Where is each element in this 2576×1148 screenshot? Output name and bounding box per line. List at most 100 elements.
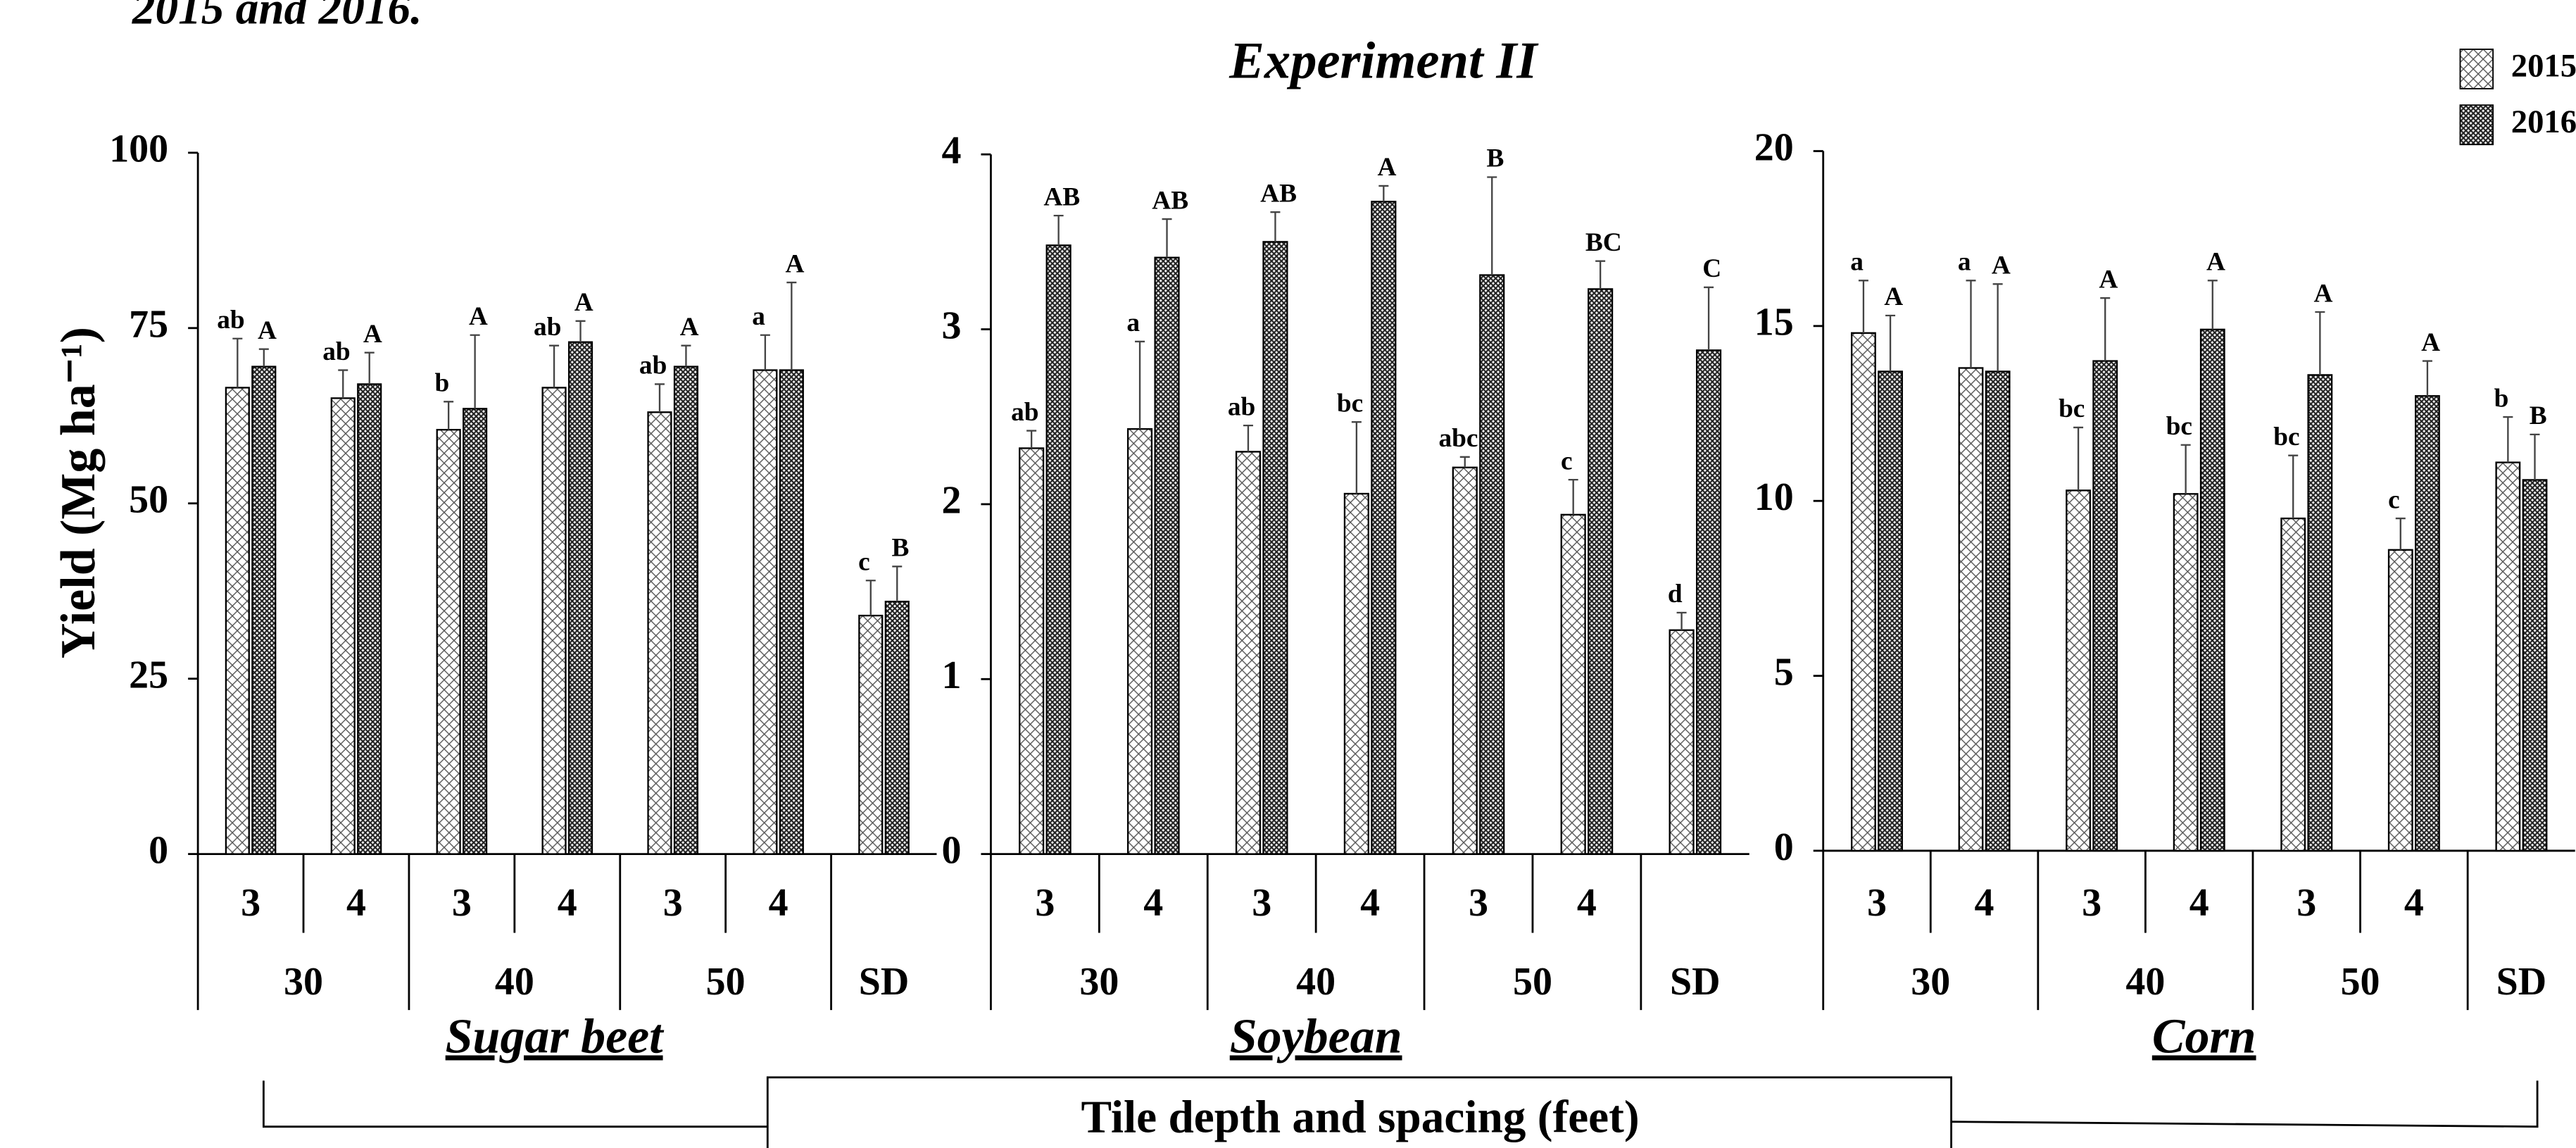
- error-bar: [1351, 421, 1362, 494]
- error-bar: [2395, 517, 2406, 550]
- significance-letter: AB: [1152, 186, 1188, 215]
- group-label: SD: [1670, 960, 1721, 1004]
- error-bar: [2503, 416, 2513, 463]
- significance-letter: b: [434, 369, 449, 398]
- significance-letter: A: [1992, 251, 2011, 280]
- x-tick-label: 4: [2189, 881, 2209, 925]
- bar: 2016: [1479, 274, 1505, 855]
- bar: 2016: [1985, 370, 2011, 852]
- group-label: 30: [1079, 960, 1119, 1004]
- error-bar: [470, 334, 480, 409]
- error-bar: [1676, 611, 1687, 630]
- x-tick-label: 3: [663, 881, 683, 925]
- bar: 2015: [2280, 517, 2306, 852]
- bar: 2015: [753, 369, 778, 855]
- y-tick-label: 10: [1754, 475, 1794, 519]
- group-label: SD: [2496, 960, 2547, 1004]
- significance-letter: b: [2494, 384, 2509, 413]
- error-bar: [364, 351, 375, 385]
- error-bar: [1243, 424, 1253, 452]
- bar: 2016: [673, 366, 699, 855]
- panel-title: Soybean: [1230, 1009, 1402, 1063]
- bar: 2016: [2415, 395, 2440, 852]
- bar: 2016: [1878, 370, 1903, 852]
- x-tick-label: 3: [2082, 881, 2101, 925]
- x-axis-label: Tile depth and spacing (feet): [1081, 1092, 1640, 1143]
- significance-letter: ab: [639, 351, 667, 380]
- bar: 2016: [1371, 201, 1397, 855]
- significance-letter: B: [2530, 401, 2547, 430]
- significance-letter: ab: [322, 337, 350, 366]
- bar: 2015: [225, 387, 250, 855]
- significance-letter: AB: [1260, 179, 1297, 208]
- y-tick-label: 20: [1754, 125, 1794, 169]
- y-tick-label: 75: [129, 303, 168, 347]
- significance-letter: AB: [1043, 182, 1080, 211]
- bar: 2016: [1262, 241, 1288, 855]
- y-tick-label: 100: [109, 127, 168, 171]
- x-tick-label: 3: [452, 881, 472, 925]
- error-bar: [1568, 478, 1578, 515]
- bar: 2015: [1669, 629, 1695, 855]
- significance-letter: A: [786, 249, 805, 278]
- significance-letter: A: [574, 288, 593, 317]
- x-tick-label: 3: [1035, 881, 1055, 925]
- error-bar: [786, 281, 797, 370]
- group-label: 50: [706, 960, 746, 1004]
- error-bar: [1026, 430, 1037, 449]
- caption: 2015 and 2016.: [132, 0, 422, 35]
- significance-letter: bc: [2273, 423, 2299, 451]
- bar: 2016: [2092, 360, 2118, 852]
- error-bar: [1992, 283, 2003, 372]
- error-bar: [1595, 260, 1606, 289]
- error-bar: [1162, 218, 1172, 258]
- significance-letter: abc: [1438, 424, 1478, 453]
- legend-swatch: [2459, 49, 2494, 89]
- significance-letter: a: [1850, 248, 1864, 277]
- bar: 2015: [1235, 451, 1262, 855]
- bar: 2015: [541, 387, 567, 855]
- error-bar: [681, 344, 691, 367]
- x-tick-label: 3: [1469, 881, 1488, 925]
- error-bar: [2073, 426, 2084, 491]
- significance-letter: B: [1486, 144, 1504, 173]
- error-bar: [232, 337, 243, 388]
- x-tick-label: 4: [1360, 881, 1380, 925]
- significance-letter: BC: [1585, 228, 1622, 257]
- significance-letter: a: [1126, 308, 1140, 337]
- bar: 2015: [330, 397, 356, 855]
- significance-letter: C: [1702, 254, 1721, 283]
- bar: 2015: [1343, 492, 1369, 855]
- y-tick-label: 50: [129, 478, 168, 522]
- group-label: 30: [1911, 960, 1950, 1004]
- group-label: 40: [495, 960, 534, 1004]
- significance-letter: A: [2099, 265, 2118, 294]
- significance-letter: bc: [1337, 389, 1363, 418]
- error-bar: [760, 334, 770, 370]
- bar: 2016: [779, 369, 804, 855]
- error-bar: [1966, 280, 1976, 368]
- error-bar: [2422, 360, 2432, 397]
- significance-letter: ab: [1228, 392, 1255, 421]
- error-bar: [2100, 297, 2111, 361]
- bar: 2015: [858, 614, 884, 855]
- group-label: 50: [1513, 960, 1552, 1004]
- bar: 2015: [2495, 461, 2521, 852]
- x-tick-label: 4: [346, 881, 366, 925]
- y-tick-label: 5: [1774, 650, 1794, 694]
- error-bar: [1270, 211, 1281, 242]
- legend-label: 2015: [2511, 48, 2576, 85]
- bar: 2015: [2066, 489, 2091, 852]
- error-bar: [2288, 454, 2299, 519]
- bar: 2016: [1154, 256, 1180, 855]
- group-label: SD: [859, 960, 910, 1004]
- bar: 2016: [884, 600, 910, 855]
- significance-letter: d: [1668, 580, 1683, 609]
- y-axis-label: Yield (Mg ha⁻¹): [51, 327, 106, 659]
- error-bar: [1459, 456, 1470, 468]
- x-tick-label: 3: [241, 881, 260, 925]
- x-label-box: [766, 1076, 1952, 1148]
- error-bar: [2180, 444, 2191, 494]
- x-tick-label: 4: [2404, 881, 2424, 925]
